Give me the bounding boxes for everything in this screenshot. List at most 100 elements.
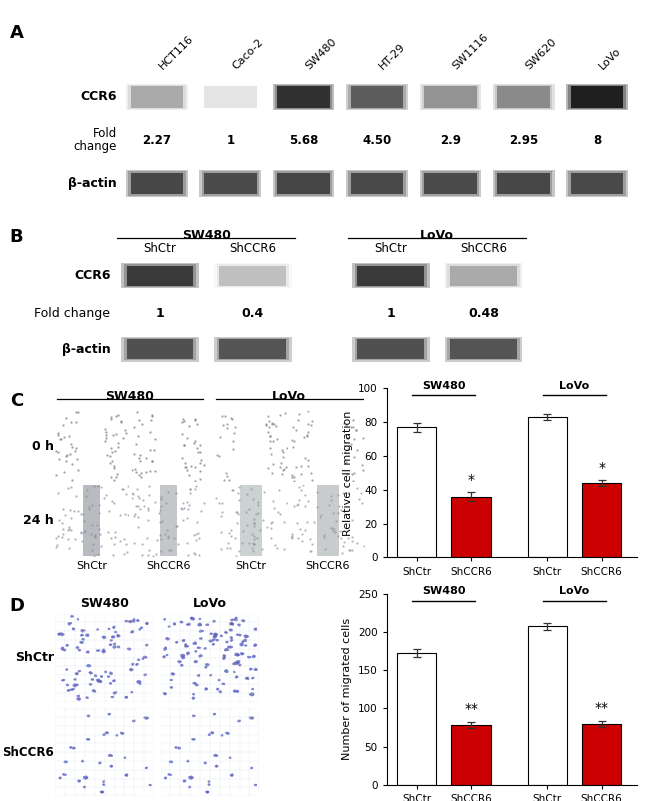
Polygon shape xyxy=(108,676,110,678)
Polygon shape xyxy=(116,735,118,736)
Polygon shape xyxy=(140,627,143,629)
Polygon shape xyxy=(146,645,148,646)
Polygon shape xyxy=(207,791,209,793)
Bar xyxy=(424,86,476,108)
Polygon shape xyxy=(180,622,183,623)
Polygon shape xyxy=(136,620,139,621)
Polygon shape xyxy=(204,763,207,764)
Polygon shape xyxy=(102,650,105,653)
Polygon shape xyxy=(133,621,135,622)
Polygon shape xyxy=(185,644,187,645)
Text: 2.27: 2.27 xyxy=(142,134,172,147)
Polygon shape xyxy=(209,640,213,642)
Text: **: ** xyxy=(595,701,608,715)
Polygon shape xyxy=(77,618,79,620)
Bar xyxy=(124,264,196,287)
Bar xyxy=(493,83,554,111)
Polygon shape xyxy=(131,691,133,693)
Polygon shape xyxy=(145,767,147,768)
Polygon shape xyxy=(114,643,116,645)
Polygon shape xyxy=(210,633,213,634)
Text: SW1116: SW1116 xyxy=(450,32,490,72)
Polygon shape xyxy=(111,636,115,638)
Text: LoVo: LoVo xyxy=(272,390,306,403)
Text: ShCtr: ShCtr xyxy=(374,242,408,255)
Bar xyxy=(278,86,330,108)
Bar xyxy=(121,337,199,361)
Bar xyxy=(569,85,626,109)
Text: 8: 8 xyxy=(593,134,601,147)
Polygon shape xyxy=(109,644,112,646)
Text: SW480: SW480 xyxy=(80,597,129,610)
Polygon shape xyxy=(245,678,249,679)
Polygon shape xyxy=(175,747,177,748)
Polygon shape xyxy=(235,676,238,678)
Polygon shape xyxy=(110,640,112,641)
Polygon shape xyxy=(82,760,84,762)
Polygon shape xyxy=(169,761,173,763)
Polygon shape xyxy=(192,739,195,740)
Text: A: A xyxy=(10,24,23,42)
Bar xyxy=(126,170,188,197)
Polygon shape xyxy=(101,791,103,793)
Polygon shape xyxy=(101,791,103,793)
Bar xyxy=(445,264,523,288)
Polygon shape xyxy=(213,714,216,715)
Polygon shape xyxy=(244,635,248,638)
Polygon shape xyxy=(164,777,166,779)
Polygon shape xyxy=(138,659,140,660)
Polygon shape xyxy=(86,697,88,698)
Bar xyxy=(128,85,185,109)
Polygon shape xyxy=(170,679,172,681)
Polygon shape xyxy=(97,679,99,682)
Text: 1: 1 xyxy=(156,307,164,320)
Polygon shape xyxy=(181,654,185,657)
Y-axis label: Number of migrated cells: Number of migrated cells xyxy=(343,618,352,760)
Text: ShCCR6: ShCCR6 xyxy=(229,242,276,255)
Polygon shape xyxy=(81,634,83,636)
Polygon shape xyxy=(182,639,185,642)
Polygon shape xyxy=(171,673,175,675)
Polygon shape xyxy=(74,678,76,680)
Polygon shape xyxy=(80,642,83,643)
Bar xyxy=(157,411,179,481)
Bar xyxy=(447,264,519,287)
Polygon shape xyxy=(146,622,148,624)
Bar xyxy=(216,264,289,287)
Polygon shape xyxy=(254,628,257,630)
Polygon shape xyxy=(176,642,178,643)
Polygon shape xyxy=(250,668,252,670)
Polygon shape xyxy=(138,683,141,684)
Polygon shape xyxy=(73,747,75,749)
Polygon shape xyxy=(216,639,218,641)
Polygon shape xyxy=(120,732,124,735)
Bar xyxy=(528,626,567,785)
Text: *: * xyxy=(598,461,605,475)
Polygon shape xyxy=(231,619,233,621)
Polygon shape xyxy=(229,757,231,758)
Text: 24 h: 24 h xyxy=(23,514,54,527)
Text: *: * xyxy=(467,473,474,487)
Text: ShCCR6: ShCCR6 xyxy=(460,242,507,255)
Polygon shape xyxy=(185,646,188,647)
Polygon shape xyxy=(66,645,69,646)
Polygon shape xyxy=(94,675,97,677)
Polygon shape xyxy=(235,653,239,655)
Polygon shape xyxy=(215,765,218,767)
Text: ShCtr: ShCtr xyxy=(76,561,107,570)
Text: Caco-2: Caco-2 xyxy=(230,37,265,72)
Polygon shape xyxy=(192,715,196,717)
Polygon shape xyxy=(252,689,254,690)
Text: HCT116: HCT116 xyxy=(157,34,195,72)
Polygon shape xyxy=(216,688,219,690)
Polygon shape xyxy=(72,689,75,690)
Polygon shape xyxy=(198,647,201,648)
Polygon shape xyxy=(195,650,197,652)
Bar xyxy=(582,724,621,785)
Polygon shape xyxy=(87,715,90,717)
Polygon shape xyxy=(242,641,244,642)
Bar xyxy=(202,85,259,109)
Polygon shape xyxy=(218,691,222,693)
Text: 0 h: 0 h xyxy=(32,440,54,453)
Polygon shape xyxy=(113,692,117,694)
